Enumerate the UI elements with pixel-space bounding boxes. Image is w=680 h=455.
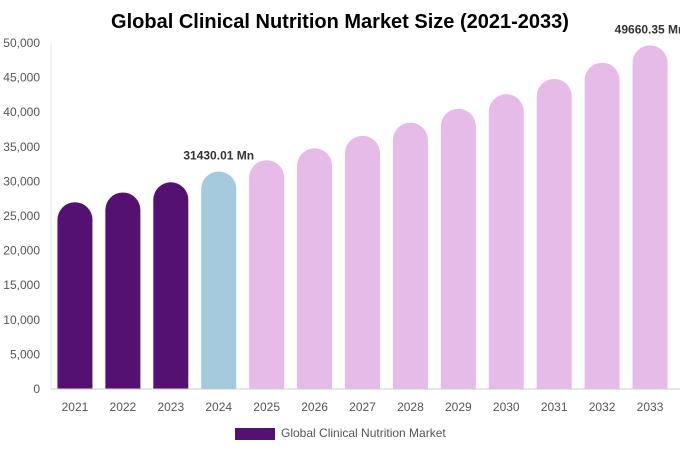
bar-2026[interactable] (297, 148, 333, 389)
y-tick-label: 0 (33, 382, 40, 396)
x-tick-label: 2021 (62, 400, 89, 414)
bar-2022[interactable] (105, 192, 141, 389)
y-tick-label: 40,000 (3, 105, 40, 119)
bar-2029[interactable] (440, 108, 476, 390)
bar-2021[interactable] (57, 202, 93, 389)
bar-2025[interactable] (249, 160, 285, 389)
y-axis: 0 5,000 10,000 15,000 20,000 25,000 30,000 35,0… (3, 36, 52, 396)
y-tick-label: 15,000 (3, 278, 40, 292)
legend-label: Global Clinical Nutrition Market (281, 426, 446, 440)
bar-2030[interactable] (488, 94, 524, 389)
y-tick-label: 35,000 (3, 140, 40, 154)
y-tick-label: 20,000 (3, 244, 40, 258)
bar-2033[interactable] (632, 45, 668, 390)
x-axis: 2021 2022 2023 2024 2025 2026 2027 2028 2029 2030… (51, 388, 680, 414)
bar-2031[interactable] (536, 78, 572, 390)
y-tick-label: 45,000 (3, 71, 40, 85)
x-tick-label: 2031 (541, 400, 568, 414)
y-tick-label: 50,000 (3, 36, 40, 50)
x-tick-label: 2033 (637, 400, 664, 414)
x-tick-label: 2025 (253, 400, 280, 414)
x-tick-label: 2032 (589, 400, 616, 414)
x-tick-label: 2030 (493, 400, 520, 414)
bar-2024[interactable] (201, 171, 237, 389)
legend-swatch (235, 428, 275, 440)
y-tick-label: 30,000 (3, 174, 40, 188)
data-label-2033: 49660.35 Mn (615, 22, 680, 36)
x-tick-label: 2029 (445, 400, 472, 414)
y-tick-label: 5,000 (10, 347, 40, 361)
data-labels: 31430.01 Mn 49660.35 Mn (183, 22, 680, 162)
x-tick-label: 2027 (349, 400, 376, 414)
bar-2032[interactable] (584, 62, 620, 390)
chart-title: Global Clinical Nutrition Market Size (2… (111, 11, 569, 33)
bar-2027[interactable] (345, 135, 380, 389)
bars (57, 45, 668, 390)
x-tick-label: 2026 (301, 400, 328, 414)
data-label-2024: 31430.01 Mn (183, 149, 254, 163)
x-tick-label: 2022 (110, 400, 137, 414)
y-tick-label: 10,000 (3, 313, 40, 327)
bar-2028[interactable] (392, 122, 428, 389)
legend[interactable]: Global Clinical Nutrition Market (235, 426, 446, 440)
x-tick-label: 2028 (397, 400, 424, 414)
x-tick-label: 2024 (205, 400, 232, 414)
x-tick-label: 2023 (157, 400, 184, 414)
y-tick-label: 25,000 (3, 209, 40, 223)
bar-2023[interactable] (153, 182, 189, 389)
